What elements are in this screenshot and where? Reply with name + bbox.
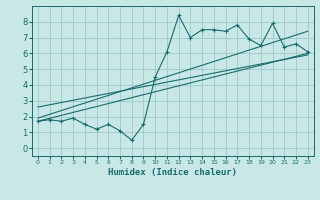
X-axis label: Humidex (Indice chaleur): Humidex (Indice chaleur) (108, 168, 237, 177)
